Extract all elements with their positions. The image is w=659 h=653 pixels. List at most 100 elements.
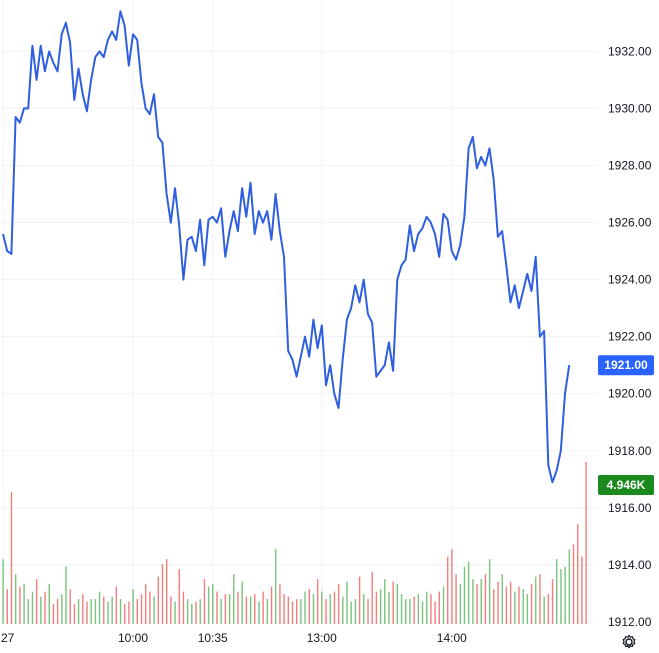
x-tick-label: 10:00 <box>118 631 148 645</box>
volume-bar <box>69 589 71 624</box>
volume-bar <box>304 591 306 624</box>
volume-bar <box>434 601 436 624</box>
volume-bar <box>333 591 336 624</box>
volume-bar <box>337 584 340 624</box>
volume-bar <box>77 599 80 624</box>
time-axis: 27 10:00 10:35 13:00 14:00 <box>1 631 467 645</box>
volume-bar <box>321 591 323 624</box>
volume-bar <box>165 559 168 624</box>
volume-bar <box>48 584 50 624</box>
volume-bar <box>451 549 453 624</box>
volume-bar <box>195 601 197 624</box>
volume-bar <box>212 584 214 624</box>
volume-bar <box>73 604 76 624</box>
volume-bar <box>224 594 227 624</box>
volume-bar <box>350 601 352 624</box>
volume-bar <box>178 569 180 624</box>
volume-bar <box>346 581 348 624</box>
volume-bar <box>170 596 172 624</box>
volume-bar <box>392 581 394 624</box>
volume-bar <box>56 599 59 624</box>
volume-bar <box>14 574 17 624</box>
volume-bar <box>522 589 524 624</box>
volume-bar <box>65 566 67 624</box>
volume-bar <box>128 601 130 624</box>
volume-bar <box>312 594 315 624</box>
volume-bar <box>241 581 243 624</box>
x-tick-label: 13:00 <box>307 631 337 645</box>
volume-bar <box>136 599 139 624</box>
volume-bar <box>111 596 113 624</box>
volume-bar <box>409 599 411 624</box>
y-tick-label: 1916.00 <box>608 501 652 515</box>
y-tick-label: 1912.00 <box>608 615 652 629</box>
volume-bar <box>228 594 231 624</box>
volume-bar <box>27 599 29 624</box>
volume-bar <box>61 594 63 624</box>
volume-bar <box>329 594 331 624</box>
volume-bar <box>455 574 457 624</box>
volume-bar <box>384 579 386 624</box>
volume-bar <box>354 599 357 624</box>
volume-bar <box>417 594 420 624</box>
volume-bar <box>405 599 407 624</box>
y-tick-label: 1924.00 <box>608 273 652 287</box>
volume-bar <box>287 596 290 624</box>
volume-bar <box>488 559 491 624</box>
volume-bar <box>463 566 466 624</box>
volume-bar <box>207 586 210 624</box>
volume-bar <box>23 584 25 624</box>
volume-bar <box>262 591 264 624</box>
volume-bar <box>98 591 101 624</box>
x-tick-label: 10:35 <box>198 631 228 645</box>
y-tick-label: 1914.00 <box>608 558 652 572</box>
volume-bar <box>245 596 248 624</box>
volume-bar <box>233 574 235 624</box>
volume-bar <box>400 594 403 624</box>
volume-bar <box>249 596 252 624</box>
volume-bar <box>199 599 201 624</box>
volume-bar <box>19 586 21 624</box>
x-tick-label: 14:00 <box>437 631 467 645</box>
volume-bar <box>237 591 239 624</box>
volume-bar <box>220 599 222 624</box>
volume-bar <box>543 596 545 624</box>
volume-bar <box>547 594 550 624</box>
volume-bar <box>375 591 378 624</box>
volume-bar <box>539 574 541 624</box>
volume-bar <box>258 601 260 624</box>
volume-bar <box>446 556 449 624</box>
volume-bar <box>568 549 571 624</box>
volume-bar <box>107 601 109 624</box>
volume-bar <box>505 586 508 624</box>
volume-bar <box>518 586 520 624</box>
volume-bar <box>493 589 495 624</box>
last-volume-label: 4.946K <box>607 478 646 492</box>
volume-bar <box>426 591 428 624</box>
y-tick-label: 1926.00 <box>608 216 652 230</box>
volume-bar <box>379 589 382 624</box>
volume-bar <box>283 594 285 624</box>
settings-gear-icon[interactable] <box>618 631 640 653</box>
volume-bar <box>367 599 369 624</box>
volume-bar <box>526 594 529 624</box>
volume-bar <box>40 596 42 624</box>
volume-bar <box>484 574 487 624</box>
volume-bar <box>556 559 558 624</box>
volume-bar <box>358 576 361 624</box>
volume-bar <box>140 594 143 624</box>
volume-bar <box>514 591 516 624</box>
y-tick-label: 1920.00 <box>608 387 652 401</box>
y-tick-label: 1930.00 <box>608 101 652 115</box>
volume-bar <box>560 569 562 624</box>
volume-bar <box>564 566 566 624</box>
volume-bar <box>216 591 218 624</box>
volume-bar <box>363 594 365 624</box>
volume-bar <box>266 599 269 624</box>
volume-bar <box>186 599 189 624</box>
volume-bar <box>551 579 554 624</box>
volume-bar <box>119 599 122 624</box>
volume-bar <box>371 571 373 624</box>
volume-bar <box>467 561 470 624</box>
